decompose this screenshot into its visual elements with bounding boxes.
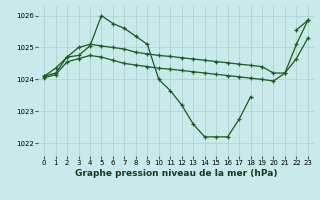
X-axis label: Graphe pression niveau de la mer (hPa): Graphe pression niveau de la mer (hPa) [75,169,277,178]
